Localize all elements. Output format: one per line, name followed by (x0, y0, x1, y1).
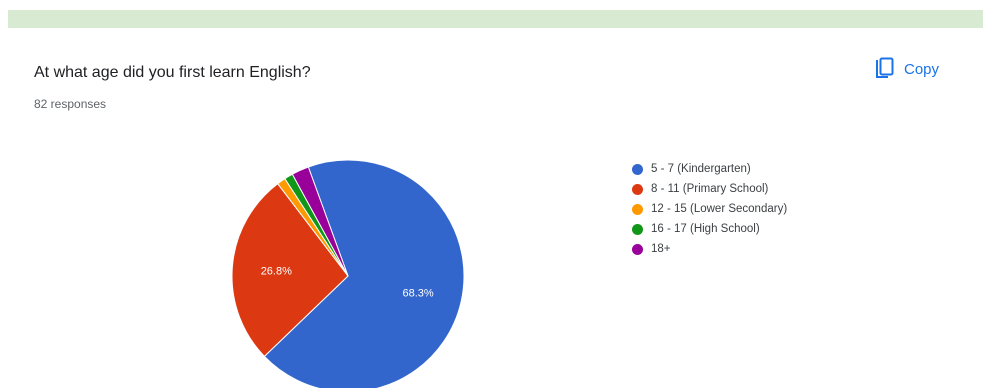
copy-button[interactable]: Copy (874, 54, 939, 84)
legend-item[interactable]: 8 - 11 (Primary School) (632, 180, 787, 198)
legend-label: 18+ (651, 243, 671, 255)
chart-legend: 5 - 7 (Kindergarten) 8 - 11 (Primary Scho… (632, 160, 787, 260)
response-count: 82 responses (34, 97, 107, 111)
legend-label: 5 - 7 (Kindergarten) (651, 163, 751, 175)
legend-swatch (632, 163, 643, 175)
copy-icon (876, 57, 894, 78)
question-title: At what age did you first learn English? (34, 64, 311, 81)
slice-label: 68.3% (402, 287, 433, 299)
legend-label: 16 - 17 (High School) (651, 223, 760, 235)
copy-label: Copy (904, 60, 940, 78)
legend-item[interactable]: 18+ (632, 240, 787, 258)
legend-swatch (632, 203, 643, 215)
legend-item[interactable]: 12 - 15 (Lower Secondary) (632, 200, 787, 218)
legend-item[interactable]: 5 - 7 (Kindergarten) (632, 160, 787, 178)
pie-slice[interactable] (231, 183, 349, 358)
legend-swatch (632, 223, 643, 235)
legend-item[interactable]: 16 - 17 (High School) (632, 220, 787, 238)
pie-slice[interactable] (291, 166, 349, 277)
pie-slice[interactable] (263, 159, 465, 388)
legend-label: 12 - 15 (Lower Secondary) (651, 203, 788, 215)
section-top-bar (8, 10, 983, 28)
legend-swatch (632, 243, 643, 255)
slice-label: 26.8% (261, 265, 292, 277)
legend-label: 8 - 11 (Primary School) (651, 183, 769, 195)
legend-swatch (632, 183, 643, 195)
